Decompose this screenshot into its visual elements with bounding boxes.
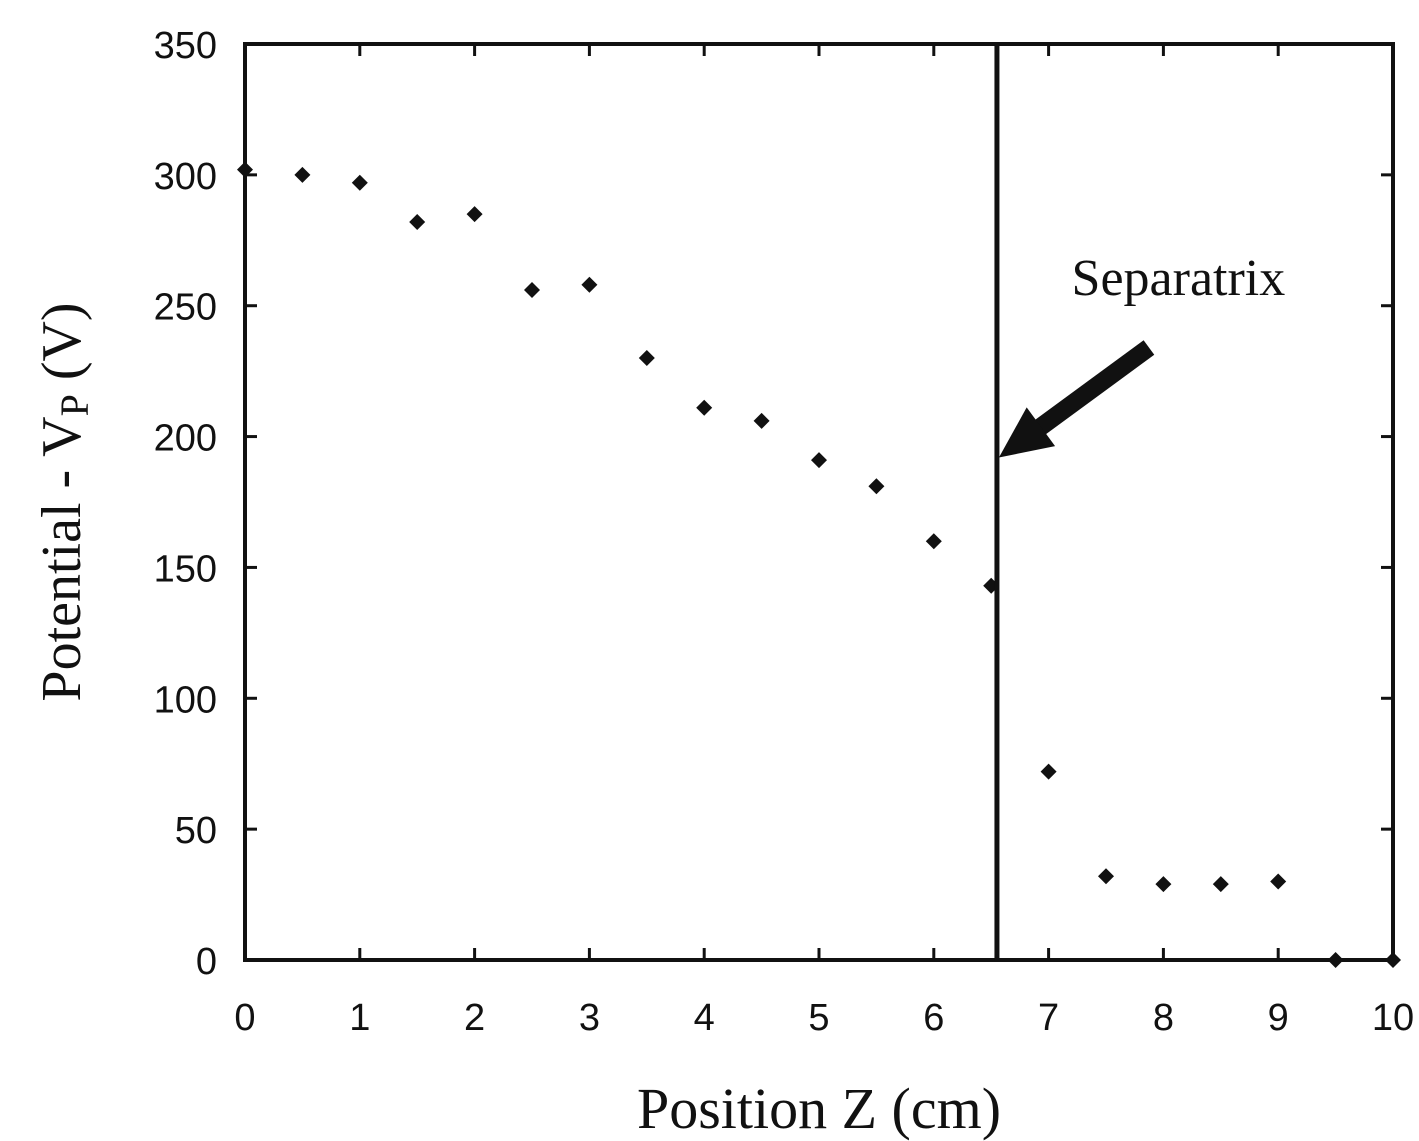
data-point xyxy=(1212,876,1229,893)
x-tick-label: 2 xyxy=(464,997,485,1039)
data-points xyxy=(237,161,1401,968)
data-point xyxy=(409,213,426,230)
data-point xyxy=(868,478,885,495)
svg-text:Potential - VP(V): Potential - VP (V) xyxy=(31,302,97,701)
x-tick-label: 3 xyxy=(579,997,600,1039)
data-point xyxy=(811,452,827,469)
data-point xyxy=(1270,873,1287,890)
y-tick-label: 100 xyxy=(154,679,217,721)
data-point xyxy=(696,399,713,416)
y-tick-label: 200 xyxy=(154,418,217,460)
x-tick-label: 6 xyxy=(923,997,944,1039)
plot-frame xyxy=(243,42,1395,962)
x-tick-label: 8 xyxy=(1153,997,1174,1039)
x-tick-label: 10 xyxy=(1372,997,1414,1039)
y-tick-labels: 0 50 100 150 200 250 300 350 xyxy=(154,25,217,983)
separatrix-label: Separatrix xyxy=(1072,250,1286,307)
x-tick-label: 5 xyxy=(808,997,829,1039)
data-point xyxy=(351,174,368,191)
data-point xyxy=(1098,868,1114,885)
separatrix-arrow xyxy=(998,340,1155,458)
y-axis-label-main: Potential - V xyxy=(31,416,93,701)
data-point xyxy=(638,350,655,367)
x-tick-label: 0 xyxy=(234,997,255,1039)
y-axis-label-subscript: P xyxy=(52,394,97,416)
y-tick-label: 150 xyxy=(154,548,217,590)
y-tick-label: 250 xyxy=(154,287,217,329)
x-tick-labels: 0 1 2 3 4 5 6 7 8 9 10 xyxy=(234,997,1414,1039)
x-axis-label: Position Z (cm) xyxy=(637,1076,1001,1141)
data-point xyxy=(237,161,253,178)
x-tick-label: 1 xyxy=(349,997,370,1039)
data-point xyxy=(581,276,598,293)
x-tick-label: 4 xyxy=(694,997,715,1039)
data-point xyxy=(753,412,770,429)
data-point xyxy=(1385,952,1401,968)
data-point xyxy=(1155,876,1172,893)
data-point xyxy=(466,206,483,223)
data-point xyxy=(524,282,540,299)
y-tick-label: 300 xyxy=(154,156,217,198)
data-point xyxy=(294,166,311,183)
data-point xyxy=(1327,952,1344,968)
data-point xyxy=(925,533,942,550)
y-tick-label: 0 xyxy=(196,941,217,983)
tick-marks xyxy=(243,42,1395,962)
y-tick-label: 350 xyxy=(154,25,217,67)
y-tick-label: 50 xyxy=(175,810,217,852)
x-tick-label: 9 xyxy=(1268,997,1289,1039)
x-tick-label: 7 xyxy=(1038,997,1059,1039)
data-point xyxy=(1040,763,1057,780)
y-axis-label: Potential - VP (V) xyxy=(31,302,97,701)
y-axis-label-unit: (V) xyxy=(31,302,93,380)
